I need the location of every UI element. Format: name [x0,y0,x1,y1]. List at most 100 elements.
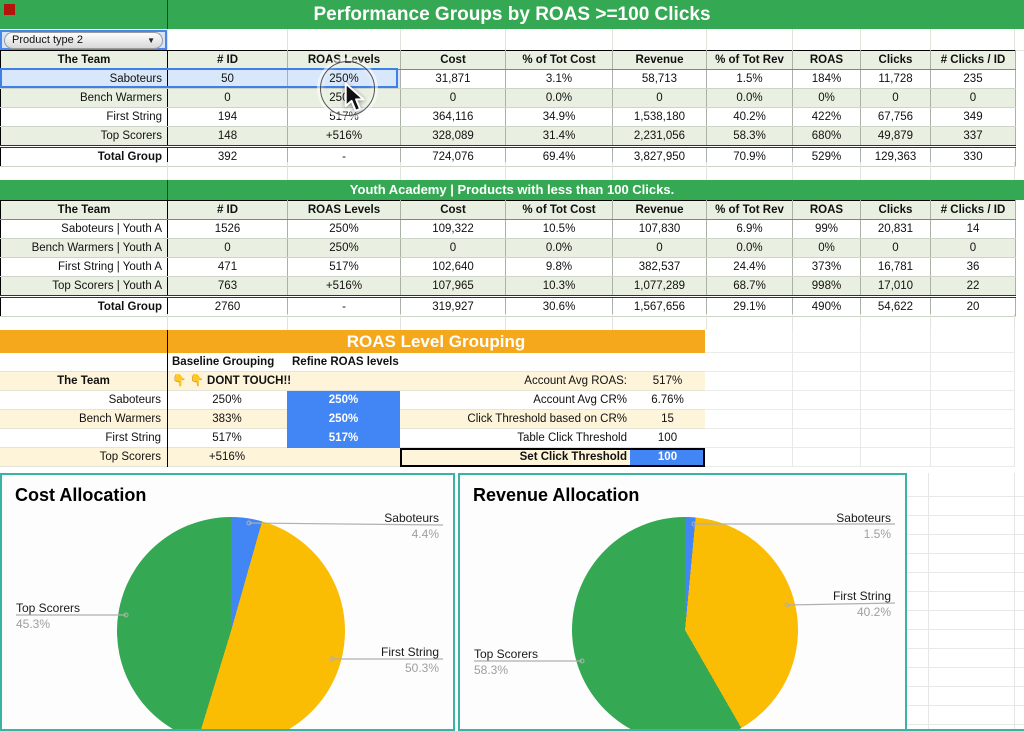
cell[interactable]: 194 [167,107,288,127]
baseline-value[interactable]: +516% [208,451,246,463]
column-header[interactable]: # ID [167,200,288,220]
cost-allocation-pie[interactable] [117,517,345,729]
cell[interactable]: 382,537 [612,257,707,277]
cell[interactable]: 1526 [167,219,288,239]
cell[interactable]: 109,322 [400,219,506,239]
cell[interactable]: 24.4% [706,257,793,277]
cell[interactable]: +516% [287,126,401,147]
cell[interactable]: 69.4% [505,145,613,167]
cell[interactable]: 0 [400,88,506,108]
column-header[interactable]: Clicks [860,200,931,220]
baseline-value[interactable]: 250% [212,394,242,406]
cell[interactable]: 517% [287,257,401,277]
cell[interactable]: Total Group [0,295,168,317]
cell[interactable]: 250% [287,219,401,239]
cell[interactable]: 328,089 [400,126,506,147]
cell[interactable]: 517% [287,107,401,127]
cell[interactable]: 107,830 [612,219,707,239]
cell[interactable]: 0% [792,238,861,258]
cell[interactable]: 11,728 [860,69,931,89]
cell[interactable]: 17,010 [860,276,931,297]
cell[interactable]: 490% [792,295,861,317]
cell[interactable]: 58,713 [612,69,707,89]
cell[interactable]: 3,827,950 [612,145,707,167]
cell[interactable]: 36 [930,257,1016,277]
cell[interactable]: 2760 [167,295,288,317]
cell[interactable]: 0 [612,88,707,108]
grouping-team[interactable]: Saboteurs [108,394,161,406]
cell[interactable]: 68.7% [706,276,793,297]
cell[interactable]: 40.2% [706,107,793,127]
cell[interactable]: 67,756 [860,107,931,127]
cell[interactable]: 2,231,056 [612,126,707,147]
cell[interactable]: 330 [930,145,1016,167]
cell[interactable]: 1,567,656 [612,295,707,317]
cell[interactable]: 107,965 [400,276,506,297]
column-header[interactable]: Revenue [612,200,707,220]
cell[interactable]: 0 [860,88,931,108]
cell[interactable]: 364,116 [400,107,506,127]
cell[interactable]: 3.1% [505,69,613,89]
cell[interactable]: 337 [930,126,1016,147]
column-header[interactable]: Clicks [860,50,931,70]
stat-value[interactable]: 517% [652,375,683,387]
cell[interactable]: 0 [400,238,506,258]
cell[interactable]: 0 [930,238,1016,258]
cell[interactable]: 250% [287,238,401,258]
revenue-allocation-pie[interactable] [572,517,798,729]
cell[interactable]: 680% [792,126,861,147]
column-header[interactable]: # Clicks / ID [930,50,1016,70]
cell[interactable]: 349 [930,107,1016,127]
refine-value-input[interactable]: 250% [287,391,400,410]
cell[interactable]: 763 [167,276,288,297]
column-header[interactable]: The Team [0,50,168,70]
revenue-allocation-chart[interactable]: Revenue Allocation Saboteurs 1.5% First … [458,473,907,731]
cell[interactable]: 0% [792,88,861,108]
cell[interactable]: 22 [930,276,1016,297]
cell[interactable]: 148 [167,126,288,147]
column-header[interactable]: # ID [167,50,288,70]
cell[interactable]: 20,831 [860,219,931,239]
cell[interactable]: 1.5% [706,69,793,89]
cell[interactable]: Bench Warmers [0,88,168,108]
cell[interactable]: +516% [287,276,401,297]
cell[interactable]: 49,879 [860,126,931,147]
column-header[interactable]: % of Tot Cost [505,50,613,70]
cell[interactable]: 30.6% [505,295,613,317]
cost-allocation-chart[interactable]: Cost Allocation Saboteurs 4.4% Top Score… [0,473,455,731]
refine-value-input[interactable]: 250% [287,410,400,429]
cell[interactable]: 0.0% [706,88,793,108]
cell[interactable]: Top Scorers [0,126,168,147]
cell[interactable]: 58.3% [706,126,793,147]
cell[interactable]: 10.3% [505,276,613,297]
cell[interactable]: Bench Warmers | Youth A [0,238,168,258]
cell[interactable]: 392 [167,145,288,167]
cell[interactable]: 471 [167,257,288,277]
cell[interactable]: 70.9% [706,145,793,167]
cell[interactable]: 0 [860,238,931,258]
column-header[interactable]: % of Tot Cost [505,200,613,220]
cell[interactable]: 0.0% [706,238,793,258]
column-header[interactable]: Cost [400,200,506,220]
column-header[interactable]: Cost [400,50,506,70]
cell[interactable]: 31,871 [400,69,506,89]
grouping-team[interactable]: First String [105,432,161,444]
cell[interactable]: 0.0% [505,88,613,108]
cell[interactable]: 20 [930,295,1016,317]
cell[interactable]: First String | Youth A [0,257,168,277]
cell[interactable]: 10.5% [505,219,613,239]
grouping-team[interactable]: Top Scorers [99,451,161,463]
grouping-team[interactable]: Bench Warmers [78,413,161,425]
cell[interactable]: 373% [792,257,861,277]
refine-value-input[interactable]: 517% [287,429,400,448]
cell[interactable]: 724,076 [400,145,506,167]
cell[interactable]: Saboteurs | Youth A [0,219,168,239]
cell[interactable]: Saboteurs [0,69,168,89]
cell[interactable]: 99% [792,219,861,239]
column-header[interactable]: The Team [0,200,168,220]
cell[interactable]: 50 [167,69,288,89]
cell[interactable]: 14 [930,219,1016,239]
cell[interactable]: Top Scorers | Youth A [0,276,168,297]
cell[interactable]: 102,640 [400,257,506,277]
column-header[interactable]: % of Tot Rev [706,200,793,220]
